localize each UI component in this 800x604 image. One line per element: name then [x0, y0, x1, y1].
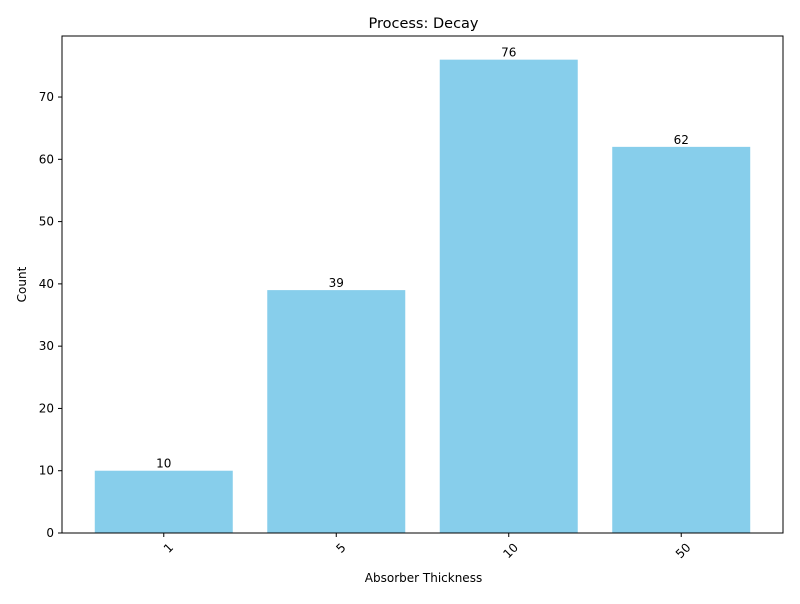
data-label-10: 76 — [501, 46, 516, 60]
y-axis-label: Count — [15, 266, 29, 302]
bar-5 — [267, 290, 406, 533]
x-axis-label: Absorber Thickness — [365, 571, 482, 585]
y-tick-label: 50 — [39, 215, 54, 229]
y-tick-label: 60 — [39, 152, 54, 166]
y-tick-label: 20 — [39, 401, 54, 415]
data-label-5: 39 — [329, 276, 344, 290]
y-tick-label: 0 — [46, 526, 54, 540]
chart-title: Process: Decay — [368, 16, 478, 32]
plot-frame — [61, 35, 784, 534]
bar-50 — [612, 146, 751, 533]
data-labels-group: 10 39 76 62 — [156, 46, 689, 471]
y-axis: 0 10 20 30 40 50 60 70 — [39, 90, 62, 540]
y-tick-label: 40 — [39, 277, 54, 291]
y-tick-label: 30 — [39, 339, 54, 353]
bars-group — [94, 59, 751, 534]
bar-10 — [439, 59, 578, 534]
data-label-1: 10 — [156, 457, 171, 471]
bar-1 — [94, 470, 233, 533]
data-label-50: 62 — [674, 133, 689, 147]
y-tick-label: 10 — [39, 464, 54, 478]
y-tick-label: 70 — [39, 90, 54, 104]
